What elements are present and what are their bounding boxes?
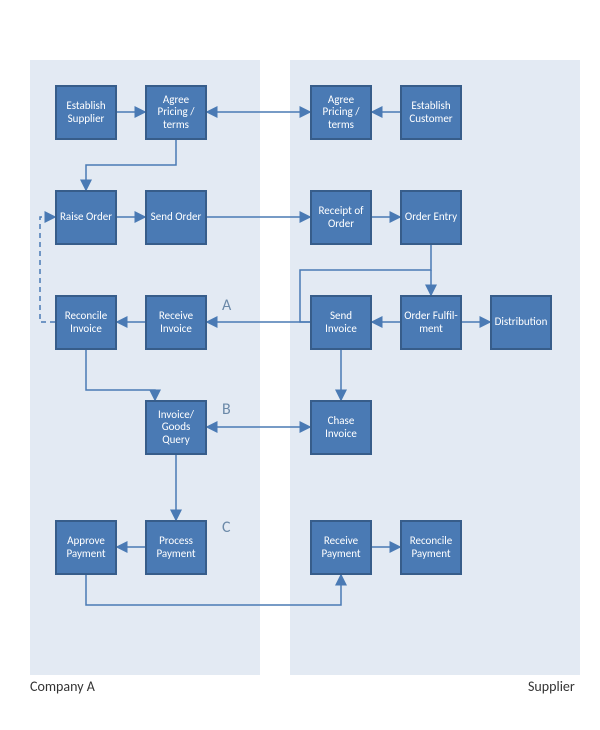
node-establish_customer: Establish Customer [400, 85, 462, 140]
node-agree_pricing_s: Agree Pricing / terms [310, 85, 372, 140]
node-agree_pricing_a: Agree Pricing / terms [145, 85, 207, 140]
node-invoice_goods_query: Invoice/ Goods Query [145, 400, 207, 455]
node-receive_payment: Receive Payment [310, 520, 372, 575]
edge-label-B: B [222, 400, 231, 419]
node-reconcile_payment: Reconcile Payment [400, 520, 462, 575]
node-receipt_order: Receipt of Order [310, 190, 372, 245]
node-order_fulfilment: Order Fulfil-ment [400, 295, 462, 350]
edge-label-C: C [222, 518, 231, 537]
edge-label-A: A [222, 296, 231, 315]
node-receive_invoice: Receive Invoice [145, 295, 207, 350]
lane-label-supplier: Supplier [528, 678, 575, 695]
node-approve_payment: Approve Payment [55, 520, 117, 575]
node-distribution: Distribution [490, 295, 552, 350]
node-raise_order: Raise Order [55, 190, 117, 245]
node-process_payment: Process Payment [145, 520, 207, 575]
lane-companyA [30, 60, 260, 675]
node-order_entry: Order Entry [400, 190, 462, 245]
node-chase_invoice: Chase Invoice [310, 400, 372, 455]
lane-label-companyA: Company A [30, 678, 95, 695]
node-reconcile_invoice: Reconcile Invoice [55, 295, 117, 350]
node-send_order: Send Order [145, 190, 207, 245]
lane-supplier [290, 60, 580, 675]
node-send_invoice: Send Invoice [310, 295, 372, 350]
node-establish_supplier: Establish Supplier [55, 85, 117, 140]
